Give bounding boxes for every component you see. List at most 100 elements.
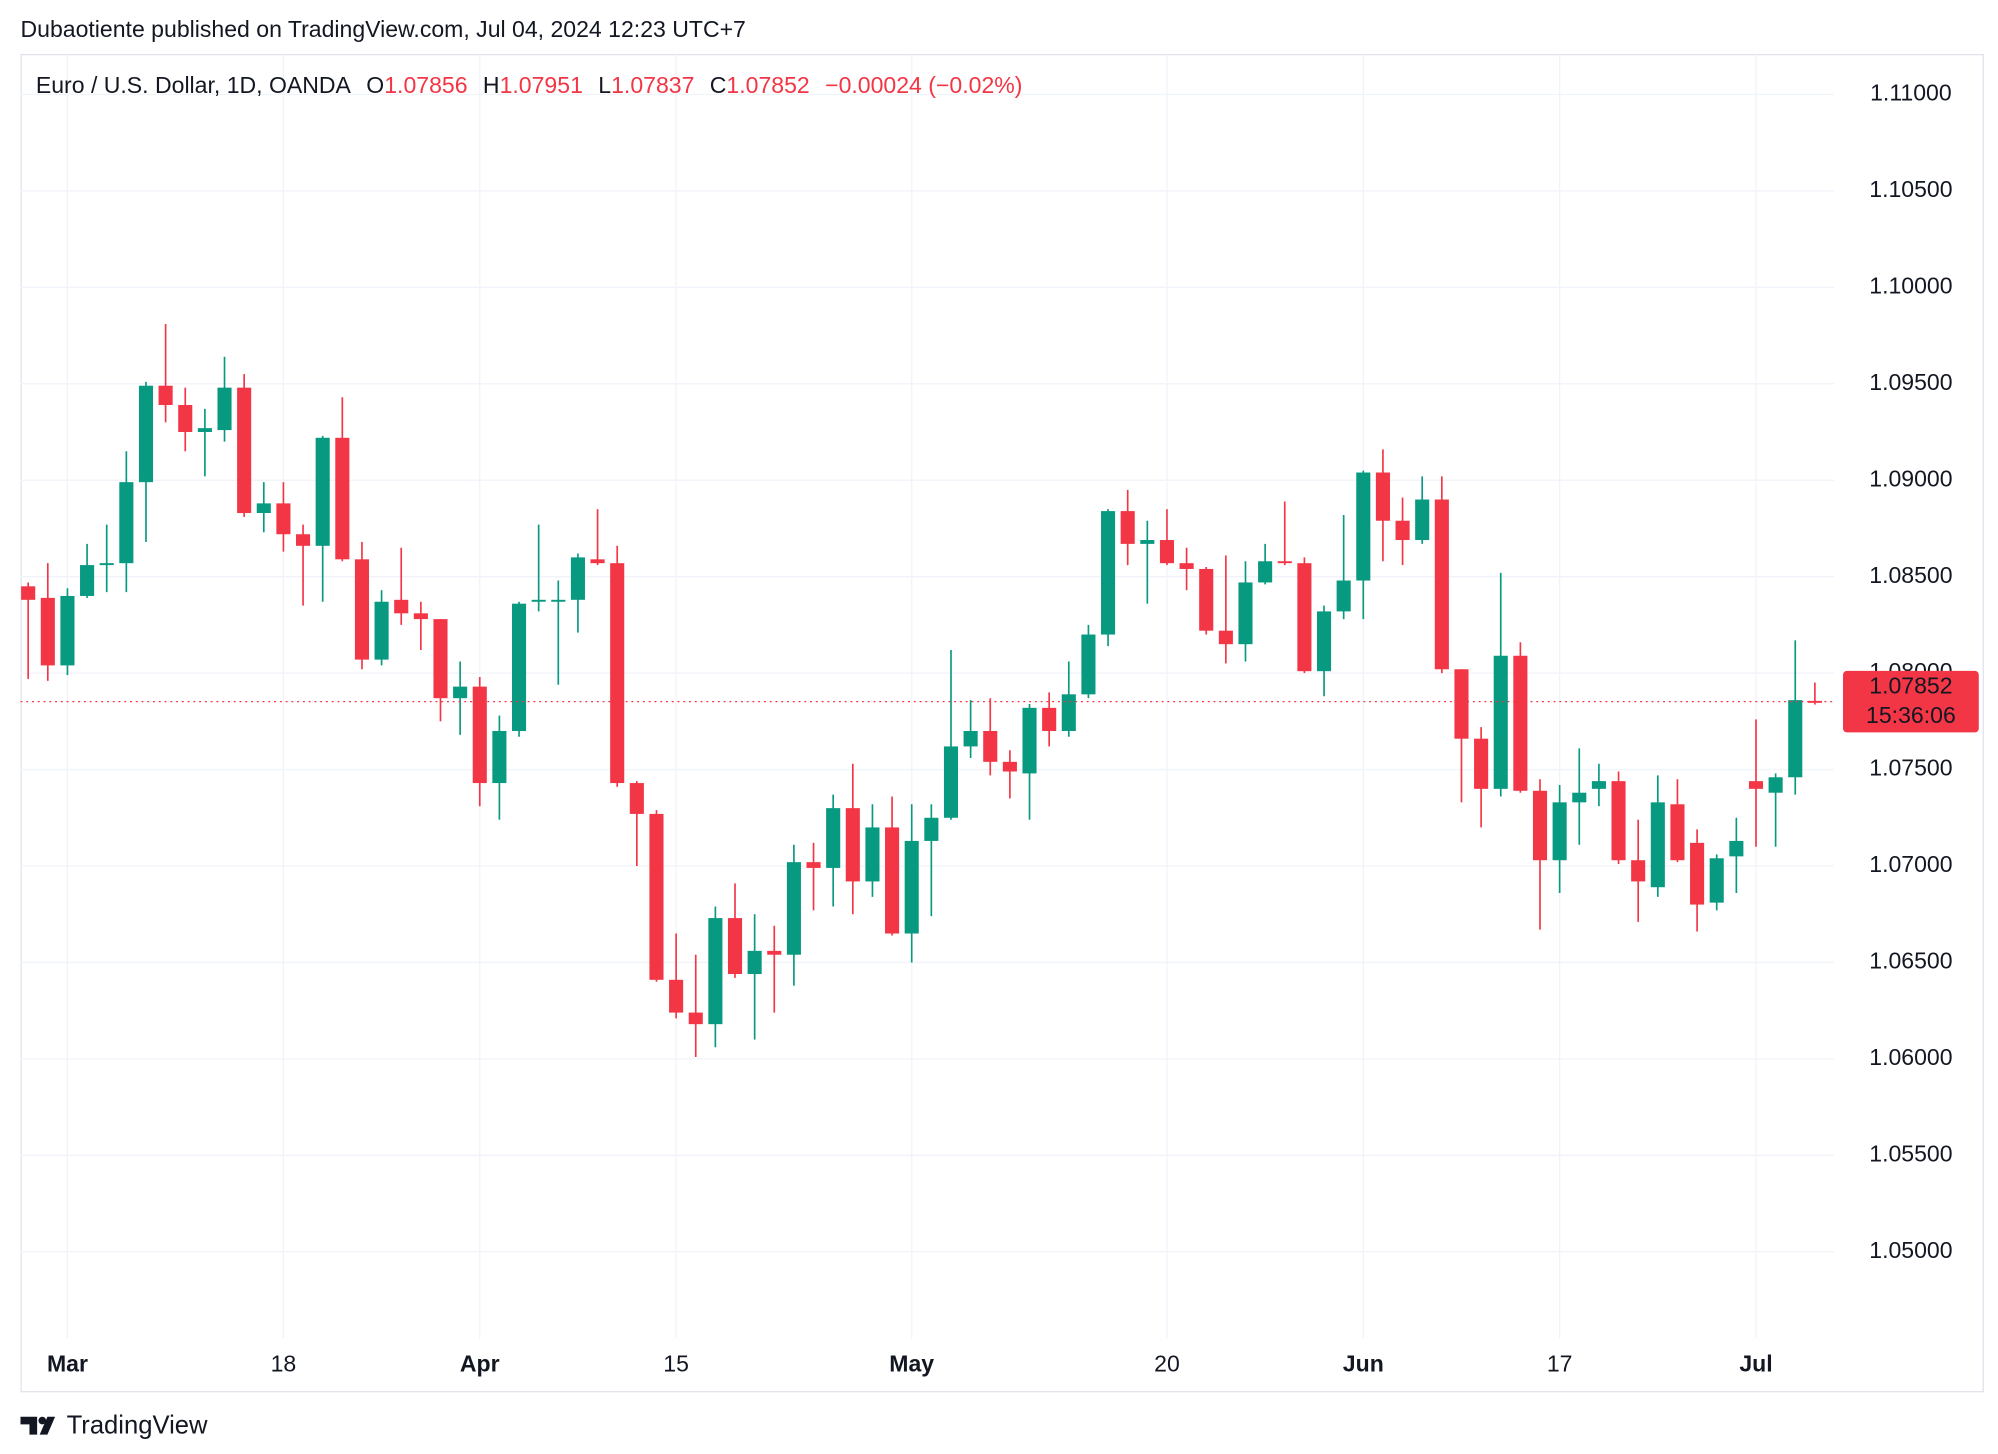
candle-body bbox=[1101, 511, 1116, 635]
x-tick-label: 17 bbox=[1547, 1351, 1573, 1377]
candle-body bbox=[551, 599, 566, 602]
candle-body bbox=[1532, 790, 1548, 861]
candle-body bbox=[767, 950, 782, 955]
last-price-label: 1.07852 bbox=[1869, 673, 1952, 699]
candle-body bbox=[1729, 840, 1744, 857]
candle-body bbox=[1238, 582, 1253, 645]
candle-body bbox=[21, 586, 36, 600]
y-tick-label: 1.06500 bbox=[1869, 948, 1952, 974]
candle-body bbox=[413, 613, 428, 620]
ohlc-label: O bbox=[366, 72, 384, 98]
x-tick-label: 18 bbox=[271, 1351, 297, 1377]
candle-body bbox=[1591, 781, 1606, 789]
y-tick-label: 1.06000 bbox=[1869, 1044, 1952, 1070]
candle-body bbox=[1513, 655, 1528, 791]
candle-body bbox=[394, 599, 409, 614]
candle-body bbox=[296, 534, 311, 546]
candle-body bbox=[60, 595, 75, 666]
candle-body bbox=[845, 808, 860, 882]
ohlc-label: L bbox=[598, 72, 611, 98]
y-tick-label: 1.11000 bbox=[1870, 80, 1952, 106]
countdown-label: 15:36:06 bbox=[1866, 702, 1956, 728]
candle-body bbox=[119, 482, 134, 564]
x-tick-label: Apr bbox=[460, 1351, 500, 1377]
y-tick-label: 1.08500 bbox=[1869, 562, 1952, 588]
chart-frame bbox=[20, 53, 1984, 1393]
candle-body bbox=[1159, 540, 1175, 564]
candle-body bbox=[99, 563, 114, 566]
candle-body bbox=[983, 730, 998, 762]
candle-body bbox=[610, 563, 625, 784]
candle-body bbox=[1552, 802, 1567, 861]
candle-body bbox=[590, 559, 605, 564]
y-tick-label: 1.10500 bbox=[1869, 176, 1952, 202]
candle-body bbox=[747, 950, 762, 975]
candle-body bbox=[217, 387, 232, 431]
change: −0.00024 (−0.02%) bbox=[825, 72, 1022, 98]
candle-body bbox=[924, 817, 939, 841]
candle-body bbox=[1650, 802, 1665, 888]
candle-body bbox=[511, 603, 527, 731]
candle-body bbox=[1316, 611, 1332, 672]
candle-body bbox=[1474, 738, 1489, 789]
candle-body bbox=[1434, 499, 1449, 670]
candle-body bbox=[1081, 634, 1096, 695]
candle-body bbox=[1690, 842, 1705, 905]
ohlc-value: 1.07951 bbox=[500, 72, 583, 98]
candle-body bbox=[354, 559, 370, 660]
candle-body bbox=[1611, 781, 1626, 861]
candle-body bbox=[315, 437, 330, 546]
candle-body bbox=[1356, 472, 1371, 581]
candle-body bbox=[40, 597, 55, 666]
candle-body bbox=[786, 862, 801, 955]
x-tick-label: May bbox=[889, 1351, 934, 1377]
candle-body bbox=[1002, 761, 1017, 772]
candle-body bbox=[688, 1012, 703, 1025]
y-tick-label: 1.05500 bbox=[1869, 1140, 1952, 1166]
logo-dot bbox=[38, 1416, 47, 1425]
y-tick-label: 1.09000 bbox=[1869, 465, 1952, 491]
ohlc-value: 1.07852 bbox=[726, 72, 809, 98]
candle-body bbox=[335, 437, 350, 560]
candle-body bbox=[865, 827, 880, 882]
last-price-tag bbox=[1843, 670, 1979, 733]
y-tick-label: 1.07000 bbox=[1869, 851, 1952, 877]
candle-body bbox=[727, 918, 743, 975]
candle-body bbox=[1277, 561, 1292, 564]
candle-body bbox=[826, 808, 841, 868]
candle-body bbox=[669, 979, 684, 1013]
candle-body bbox=[1709, 858, 1724, 903]
x-tick-label: Mar bbox=[47, 1351, 88, 1377]
candles bbox=[21, 323, 1822, 1057]
candle-body bbox=[1022, 707, 1037, 774]
overlay: 1.05000 1.05500 1.06000 1.06500 1.07000 1.075… bbox=[20, 80, 1979, 1377]
ohlc-value: 1.07856 bbox=[384, 72, 467, 98]
symbol-legend: Euro / U.S. Dollar, 1D, OANDA O1.07856 H1.… bbox=[36, 72, 1023, 98]
candle-body bbox=[1788, 700, 1803, 778]
ohlc-value: 1.07837 bbox=[611, 72, 694, 98]
y-tick-label: 1.05000 bbox=[1869, 1237, 1952, 1263]
candle-body bbox=[492, 730, 507, 784]
candle-body bbox=[649, 813, 664, 980]
y-tick-label: 1.09500 bbox=[1869, 369, 1952, 395]
candle-body bbox=[1336, 580, 1351, 612]
candle-body bbox=[1631, 860, 1646, 882]
candle-body bbox=[1179, 563, 1194, 569]
candle-body bbox=[1140, 540, 1155, 544]
logo-mark bbox=[20, 1416, 56, 1435]
y-tick-label: 1.07500 bbox=[1869, 755, 1952, 781]
y-tick-label: 1.10000 bbox=[1869, 272, 1952, 298]
candle-body bbox=[1395, 520, 1410, 541]
candle-body bbox=[276, 503, 291, 535]
candle-body bbox=[629, 783, 644, 814]
candle-body bbox=[531, 599, 546, 602]
grid bbox=[20, 53, 1835, 1339]
candle-body bbox=[963, 730, 978, 747]
candle-body bbox=[570, 557, 585, 600]
candle-body bbox=[1218, 630, 1233, 645]
candle-body bbox=[1572, 792, 1587, 803]
candle-body bbox=[1807, 700, 1822, 703]
candle-body bbox=[158, 385, 173, 406]
